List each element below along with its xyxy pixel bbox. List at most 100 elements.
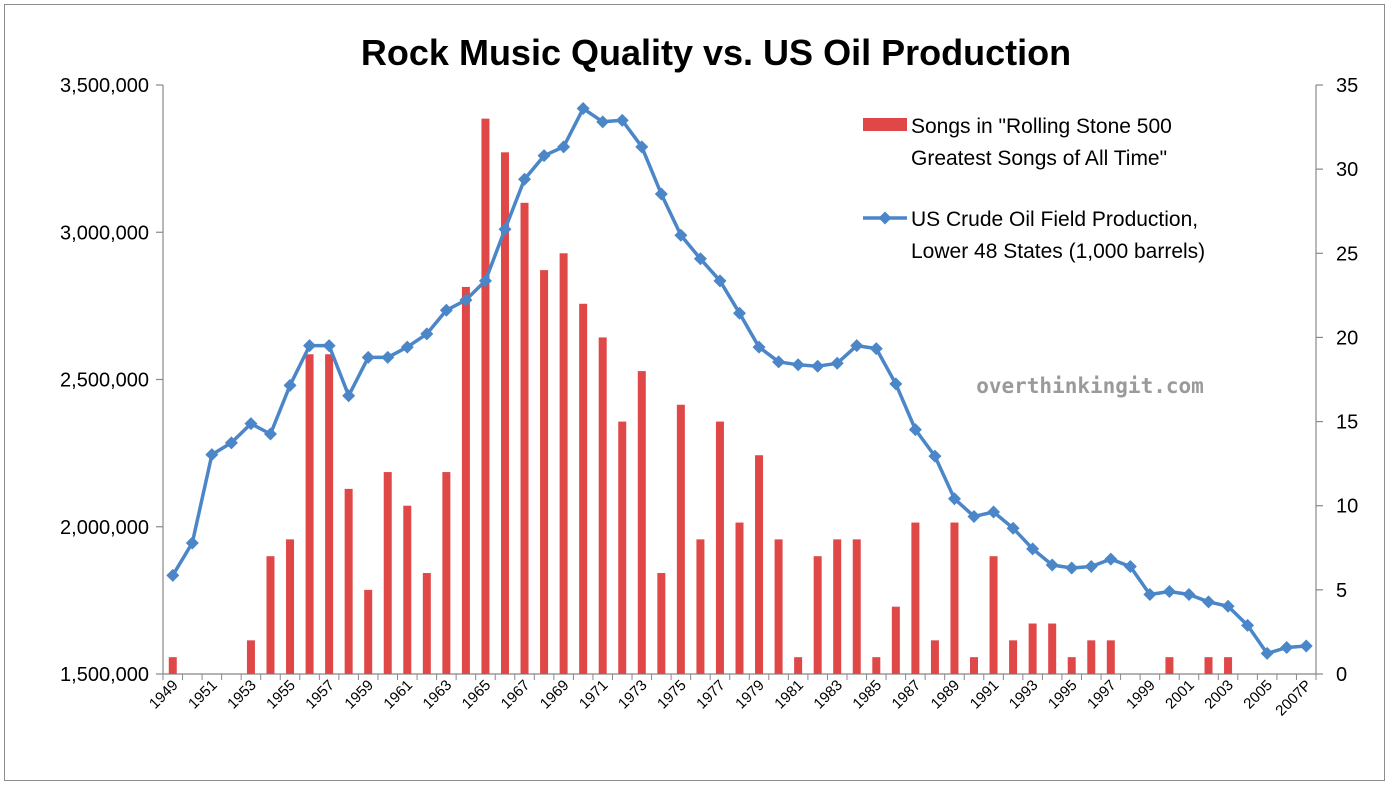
line-marker bbox=[1260, 646, 1274, 660]
line-marker bbox=[869, 342, 883, 356]
line-marker bbox=[889, 377, 903, 391]
bar bbox=[970, 657, 979, 674]
bar bbox=[325, 354, 334, 674]
line-marker bbox=[1182, 587, 1196, 601]
line-marker bbox=[322, 339, 336, 353]
line-marker bbox=[752, 340, 766, 354]
right-tick-label: 20 bbox=[1336, 327, 1358, 349]
x-tick-label: 1967 bbox=[498, 677, 534, 713]
line-marker bbox=[772, 355, 786, 369]
bar bbox=[168, 657, 177, 674]
x-tick-label: 1973 bbox=[615, 677, 651, 713]
x-tick-label: 1993 bbox=[1006, 677, 1042, 713]
bar bbox=[1048, 623, 1057, 674]
x-tick-label: 2007P bbox=[1272, 677, 1315, 720]
line-marker bbox=[1026, 542, 1040, 556]
x-tick-label: 1961 bbox=[380, 677, 416, 713]
line-marker bbox=[811, 359, 825, 373]
chart-title: Rock Music Quality vs. US Oil Production bbox=[361, 32, 1071, 73]
bar bbox=[637, 371, 646, 674]
left-tick-label: 2,000,000 bbox=[60, 517, 149, 539]
line-marker bbox=[557, 140, 571, 154]
bar bbox=[579, 303, 588, 674]
line-marker bbox=[1202, 595, 1216, 609]
line-marker bbox=[733, 306, 746, 320]
bar bbox=[676, 404, 685, 674]
bar bbox=[1087, 640, 1096, 674]
x-tick-label: 1963 bbox=[420, 677, 456, 713]
bar bbox=[344, 488, 353, 674]
x-tick-label: 1989 bbox=[928, 677, 964, 713]
bar bbox=[774, 539, 783, 674]
left-tick-label: 1,500,000 bbox=[60, 664, 149, 686]
x-tick-label: 1969 bbox=[537, 677, 573, 713]
line-marker bbox=[791, 358, 805, 372]
x-tick-label: 1995 bbox=[1045, 677, 1081, 713]
bar bbox=[735, 522, 744, 674]
line-marker bbox=[1006, 521, 1020, 535]
line-marker bbox=[830, 356, 844, 370]
right-tick-label: 15 bbox=[1336, 412, 1358, 434]
line-marker bbox=[224, 436, 238, 450]
line-series bbox=[166, 102, 1313, 660]
bar bbox=[422, 573, 431, 674]
x-tick-label: 1971 bbox=[576, 677, 612, 713]
bar bbox=[696, 539, 705, 674]
line-marker bbox=[1123, 560, 1137, 574]
line-marker bbox=[928, 449, 942, 463]
line-marker bbox=[1280, 640, 1294, 654]
left-tick-label: 3,000,000 bbox=[60, 222, 149, 244]
bar bbox=[872, 657, 881, 674]
line-marker bbox=[459, 293, 473, 307]
bar bbox=[246, 640, 255, 674]
x-tick-label: 1951 bbox=[185, 677, 221, 713]
bar bbox=[1204, 657, 1213, 674]
x-tick-label: 1959 bbox=[341, 677, 377, 713]
x-tick-label: 2003 bbox=[1201, 677, 1237, 713]
line-marker bbox=[498, 222, 512, 236]
legend-swatch-marker bbox=[878, 211, 892, 225]
x-tick-label: 1949 bbox=[146, 677, 182, 713]
bar bbox=[383, 472, 392, 674]
bar bbox=[930, 640, 939, 674]
line-marker bbox=[263, 427, 277, 441]
line-marker bbox=[185, 536, 199, 550]
bar bbox=[715, 421, 724, 674]
line-marker bbox=[361, 350, 375, 364]
right-tick-label: 35 bbox=[1336, 75, 1358, 97]
bar bbox=[1028, 623, 1037, 674]
line-marker bbox=[381, 350, 395, 364]
bar bbox=[364, 589, 373, 674]
line-marker bbox=[654, 187, 668, 201]
chart-frame: Rock Music Quality vs. US Oil Production… bbox=[4, 4, 1385, 781]
legend-swatch-bar bbox=[863, 118, 907, 131]
legend-label-line: US Crude Oil Field Production, bbox=[911, 208, 1198, 231]
line-marker bbox=[947, 492, 961, 506]
line-marker bbox=[1299, 639, 1313, 653]
x-tick-label: 1979 bbox=[732, 677, 768, 713]
right-tick-label: 10 bbox=[1336, 496, 1358, 518]
x-tick-label: 1997 bbox=[1084, 677, 1120, 713]
bar bbox=[1067, 657, 1076, 674]
right-tick-label: 0 bbox=[1336, 664, 1347, 686]
bar bbox=[657, 573, 666, 674]
x-tick-label: 1983 bbox=[810, 677, 846, 713]
x-tick-label: 1985 bbox=[850, 677, 886, 713]
bar bbox=[266, 556, 275, 674]
line-marker bbox=[420, 327, 434, 341]
bar bbox=[481, 118, 490, 674]
bar bbox=[950, 522, 959, 674]
line-marker bbox=[635, 140, 649, 154]
line-marker bbox=[478, 274, 492, 288]
line-marker bbox=[615, 113, 629, 127]
line-marker bbox=[596, 115, 610, 129]
bar bbox=[286, 539, 295, 674]
line-marker bbox=[850, 339, 864, 353]
x-tick-label: 1987 bbox=[889, 677, 925, 713]
line-marker bbox=[1162, 585, 1176, 599]
bar bbox=[520, 202, 529, 675]
line-marker bbox=[1221, 599, 1235, 613]
bar bbox=[911, 522, 920, 674]
line-marker bbox=[342, 389, 356, 403]
line-marker bbox=[439, 303, 453, 317]
